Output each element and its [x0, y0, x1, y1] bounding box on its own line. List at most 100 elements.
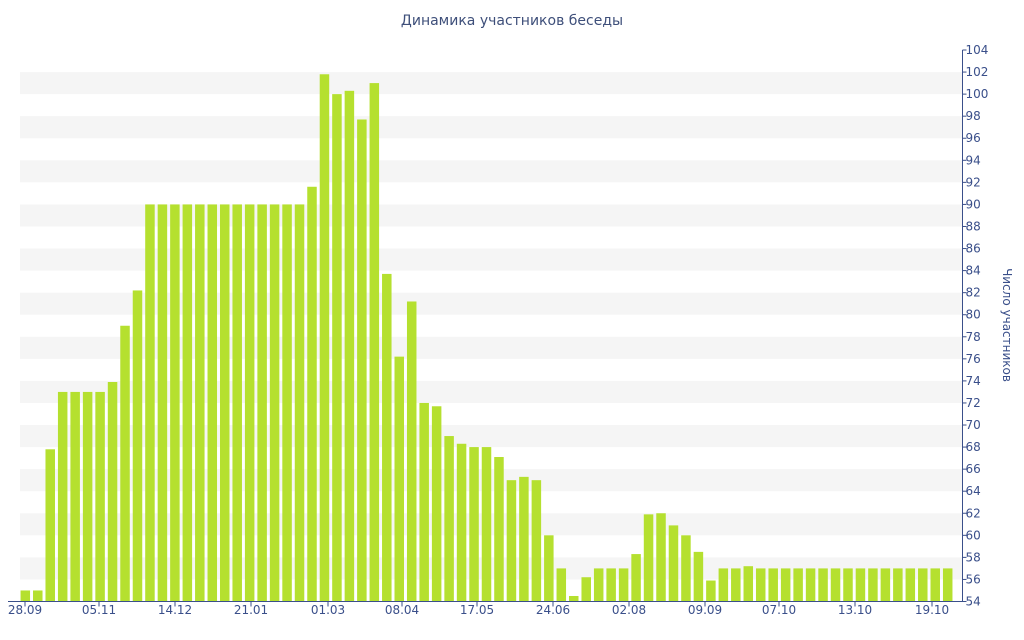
bar — [45, 449, 55, 602]
bar — [930, 568, 940, 602]
x-tick-label: 19.10 — [915, 603, 949, 617]
x-tick-label: 21.01 — [234, 603, 268, 617]
bar — [469, 447, 479, 602]
bar — [494, 457, 504, 602]
grid-band — [20, 116, 962, 139]
bar — [693, 551, 704, 602]
grid-band — [20, 160, 962, 183]
bar — [195, 204, 205, 602]
bar — [244, 204, 255, 602]
bar — [182, 204, 193, 602]
grid-band — [20, 336, 962, 359]
y-tick-label: 100 — [966, 87, 989, 101]
bar — [369, 83, 380, 602]
x-tick-label: 28.09 — [8, 603, 42, 617]
bar — [918, 568, 928, 602]
bar — [107, 382, 118, 602]
bar — [631, 554, 641, 602]
bar — [668, 525, 679, 602]
y-tick-label: 54 — [966, 595, 981, 609]
bar — [170, 204, 180, 602]
bar — [157, 204, 168, 602]
y-tick-label: 76 — [966, 352, 981, 366]
bar — [319, 74, 330, 602]
y-tick-label: 94 — [966, 153, 981, 167]
bar — [406, 301, 417, 602]
x-tick-label: 24.06 — [536, 603, 570, 617]
bar — [332, 94, 342, 602]
y-tick-label: 104 — [966, 43, 989, 57]
y-tick-label: 88 — [966, 219, 981, 233]
bar — [419, 402, 429, 602]
bar — [743, 566, 754, 602]
bar — [606, 568, 616, 602]
bar — [344, 90, 355, 602]
x-tick-label: 01.03 — [311, 603, 345, 617]
bar — [593, 568, 604, 602]
grid-band — [20, 248, 962, 271]
bar — [481, 447, 492, 602]
y-tick-label: 68 — [966, 440, 981, 454]
y-tick-label: 60 — [966, 528, 981, 542]
y-tick-label: 62 — [966, 506, 981, 520]
x-tick-label: 13.10 — [838, 603, 872, 617]
y-tick-label: 74 — [966, 374, 981, 388]
bar — [307, 186, 317, 602]
bar — [569, 595, 579, 602]
x-axis: 28.09 05.11 14.12 21.01 01.03 08.04 17.05 24.06… — [8, 601, 963, 617]
y-tick-label: 84 — [966, 264, 981, 278]
bar — [145, 204, 155, 602]
bar — [294, 204, 305, 602]
y-tick-label: 58 — [966, 550, 981, 564]
x-tick-label: 07.10 — [762, 603, 796, 617]
bar — [33, 590, 43, 602]
x-tick-label: 17.05 — [460, 603, 494, 617]
bar — [731, 568, 741, 602]
bar — [82, 391, 93, 602]
bar — [818, 568, 828, 602]
x-tick-label: 02.08 — [612, 603, 646, 617]
bar — [656, 513, 666, 602]
bar — [942, 568, 953, 602]
y-tick-label: 92 — [966, 175, 981, 189]
x-tick-label: 14.12 — [158, 603, 192, 617]
bar — [581, 577, 591, 602]
bar — [219, 204, 230, 602]
y-axis: 54 56 58 60 62 64 66 68 70 72 74 76 78 80 82 84 86 88 90 92… — [962, 43, 989, 609]
y-tick-label: 72 — [966, 396, 981, 410]
y-axis-title: Число участников — [1000, 268, 1014, 382]
y-tick-label: 56 — [966, 572, 981, 586]
bar — [880, 568, 891, 602]
bar — [830, 568, 841, 602]
bar — [768, 568, 778, 602]
y-tick-label: 80 — [966, 308, 981, 322]
grid-band — [20, 425, 962, 448]
bar — [893, 568, 903, 602]
grid-band — [20, 72, 962, 95]
bar — [431, 406, 442, 602]
chart-title: Динамика участников беседы — [400, 13, 624, 29]
x-tick-label: 09.09 — [688, 603, 722, 617]
bar — [20, 590, 31, 602]
bar — [506, 480, 517, 602]
bar — [269, 204, 280, 602]
y-tick-label: 64 — [966, 484, 981, 498]
grid-band — [20, 204, 962, 227]
y-tick-label: 82 — [966, 286, 981, 300]
bar — [556, 568, 567, 602]
y-tick-label: 102 — [966, 65, 989, 79]
y-tick-label: 78 — [966, 330, 981, 344]
y-tick-label: 70 — [966, 418, 981, 432]
x-tick-label: 08.04 — [385, 603, 419, 617]
bar — [394, 356, 404, 602]
bar — [257, 204, 267, 602]
bar — [755, 568, 766, 602]
y-tick-label: 90 — [966, 197, 981, 211]
bar — [618, 568, 629, 602]
y-tick-label: 86 — [966, 242, 981, 256]
bar — [232, 204, 242, 602]
bar — [868, 568, 878, 602]
bar — [805, 568, 816, 602]
y-tick-label: 96 — [966, 131, 981, 145]
